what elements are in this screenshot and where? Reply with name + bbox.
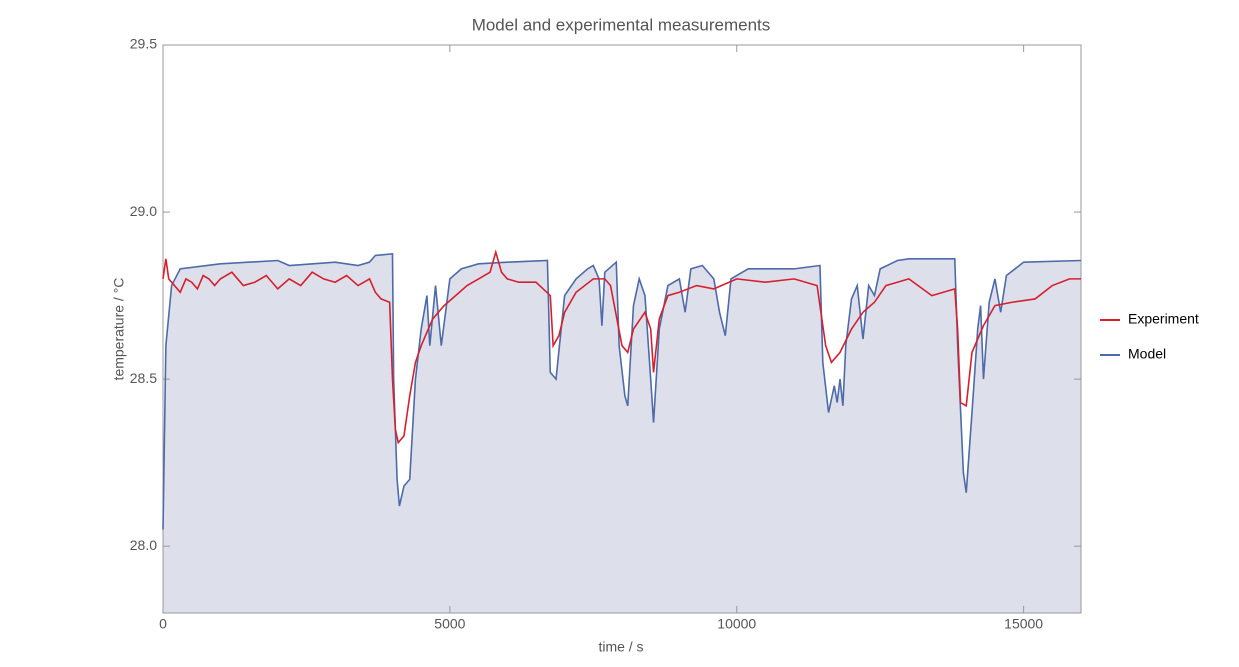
y-tick-label: 28.5 <box>130 370 157 386</box>
x-tick-label: 5000 <box>434 616 465 632</box>
y-tick-label: 29.0 <box>130 203 157 219</box>
legend-label: Experiment <box>1128 311 1199 327</box>
y-tick-label: 29.5 <box>130 36 157 52</box>
series-line <box>162 252 1082 530</box>
series-line <box>162 249 1081 445</box>
chart-title: Model and experimental measurements <box>472 15 771 34</box>
legend-label: Model <box>1128 346 1166 362</box>
y-axis-label: temperature / °C <box>111 278 127 381</box>
x-axis-label: time / s <box>598 639 643 655</box>
y-tick-label: 28.0 <box>130 537 157 553</box>
x-tick-label: 10000 <box>717 616 756 632</box>
model-area <box>163 253 1081 613</box>
x-tick-label: 15000 <box>1004 616 1043 632</box>
plot-frame <box>162 44 1082 614</box>
x-tick-label: 0 <box>159 616 167 632</box>
